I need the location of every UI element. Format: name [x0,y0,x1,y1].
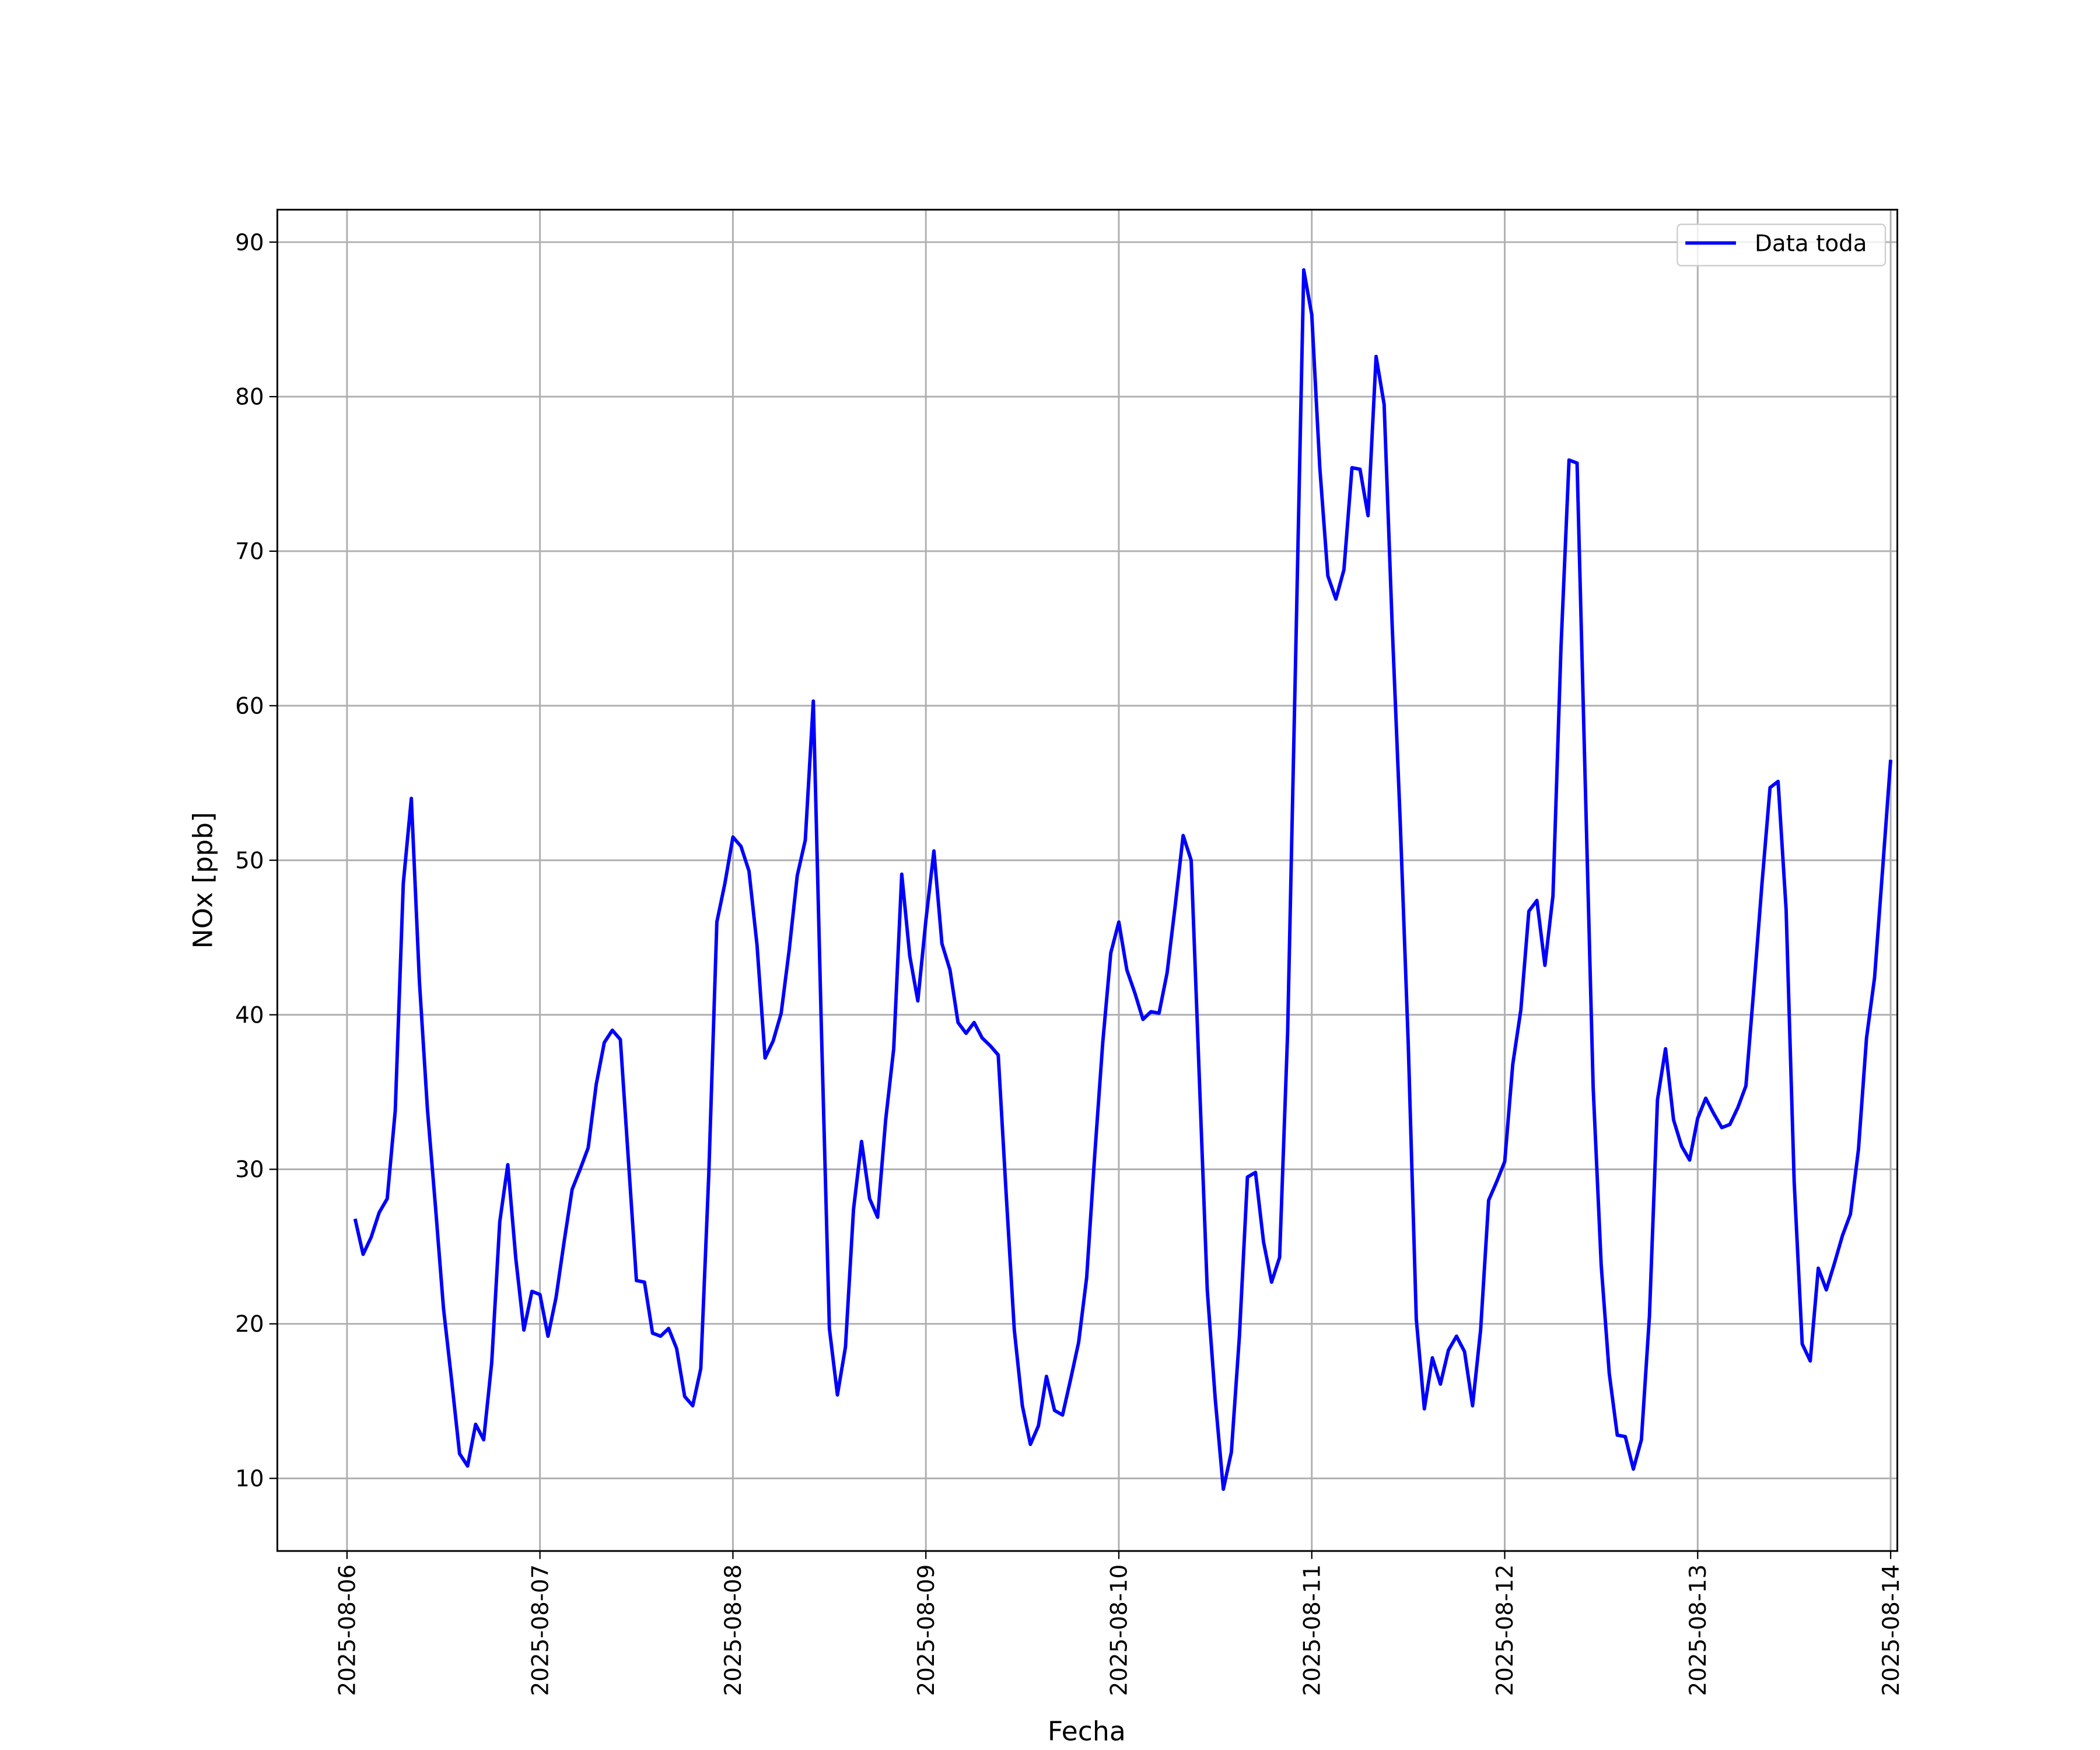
y-axis-label: NOx [ppb] [187,812,218,949]
x-tick-label: 2025-08-12 [1492,1564,1518,1696]
x-axis-label: Fecha [1048,1716,1126,1746]
data-line [353,268,1893,1491]
legend-label: Data toda [1755,230,1867,257]
y-tick-label: 20 [235,1311,264,1338]
y-tick-label: 80 [235,384,264,411]
x-tick-label: 2025-08-13 [1685,1564,1712,1696]
legend-box [1676,223,1887,267]
x-tick-label: 2025-08-07 [527,1564,554,1696]
axes-frame [276,208,1899,1552]
x-tick-label: 2025-08-09 [914,1564,940,1696]
x-tick-label: 2025-08-06 [335,1564,361,1696]
y-tick-label: 60 [235,694,264,720]
y-tick-label: 70 [235,539,264,565]
x-tick-label: 2025-08-08 [720,1564,747,1696]
y-tick-label: 90 [235,230,264,256]
y-tick-label: 10 [235,1466,264,1492]
y-tick-label: 40 [235,1002,264,1028]
y-tick-label: 30 [235,1157,264,1183]
plot-area: Fecha NOx [ppb] 10 20 30 40 50 60 70 80 90 2025-0… [187,208,1905,1746]
x-tick-label: 2025-08-10 [1107,1564,1133,1696]
x-tick-label: 2025-08-11 [1299,1564,1325,1696]
y-tick-label: 50 [235,848,264,874]
x-tick-label: 2025-08-14 [1878,1564,1905,1696]
